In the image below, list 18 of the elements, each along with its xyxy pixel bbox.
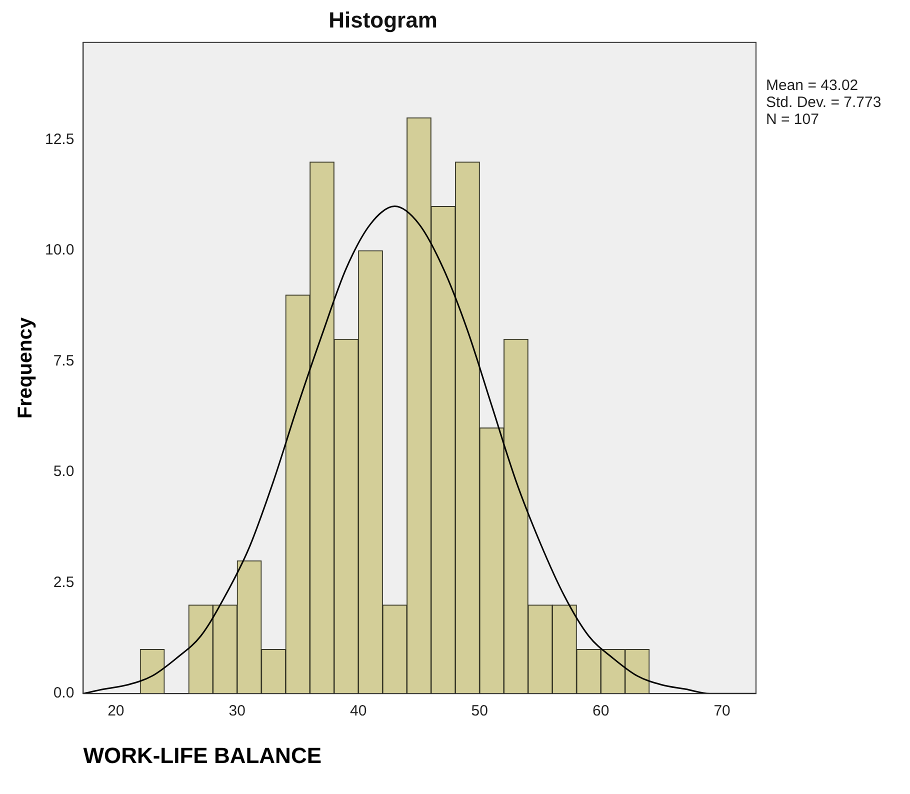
y-tick-label: 7.5 — [53, 352, 74, 370]
text: Mean = 43.02 — [766, 77, 858, 94]
y-tick-label: 0.0 — [53, 684, 74, 702]
y-tick-label: 10.0 — [44, 242, 74, 259]
y-tick-label: 12.5 — [44, 131, 74, 148]
x-tick-label: 20 — [108, 702, 124, 720]
x-axis-title: WORK-LIFE BALANCE — [83, 742, 322, 768]
text: N = 107 — [766, 111, 819, 128]
x-tick-label: 40 — [350, 702, 367, 720]
y-tick-label: 2.5 — [53, 574, 74, 591]
x-tick-label: 50 — [471, 702, 488, 720]
x-tick-label: 60 — [592, 702, 610, 720]
y-tick-label: 5.0 — [53, 463, 74, 480]
chart-title: Histogram — [328, 7, 438, 32]
x-tick-label: 30 — [228, 702, 246, 720]
y-axis-title: Frequency — [14, 316, 37, 419]
x-tick-label: 70 — [714, 702, 730, 720]
text: Std. Dev. = 7.773 — [766, 94, 882, 112]
